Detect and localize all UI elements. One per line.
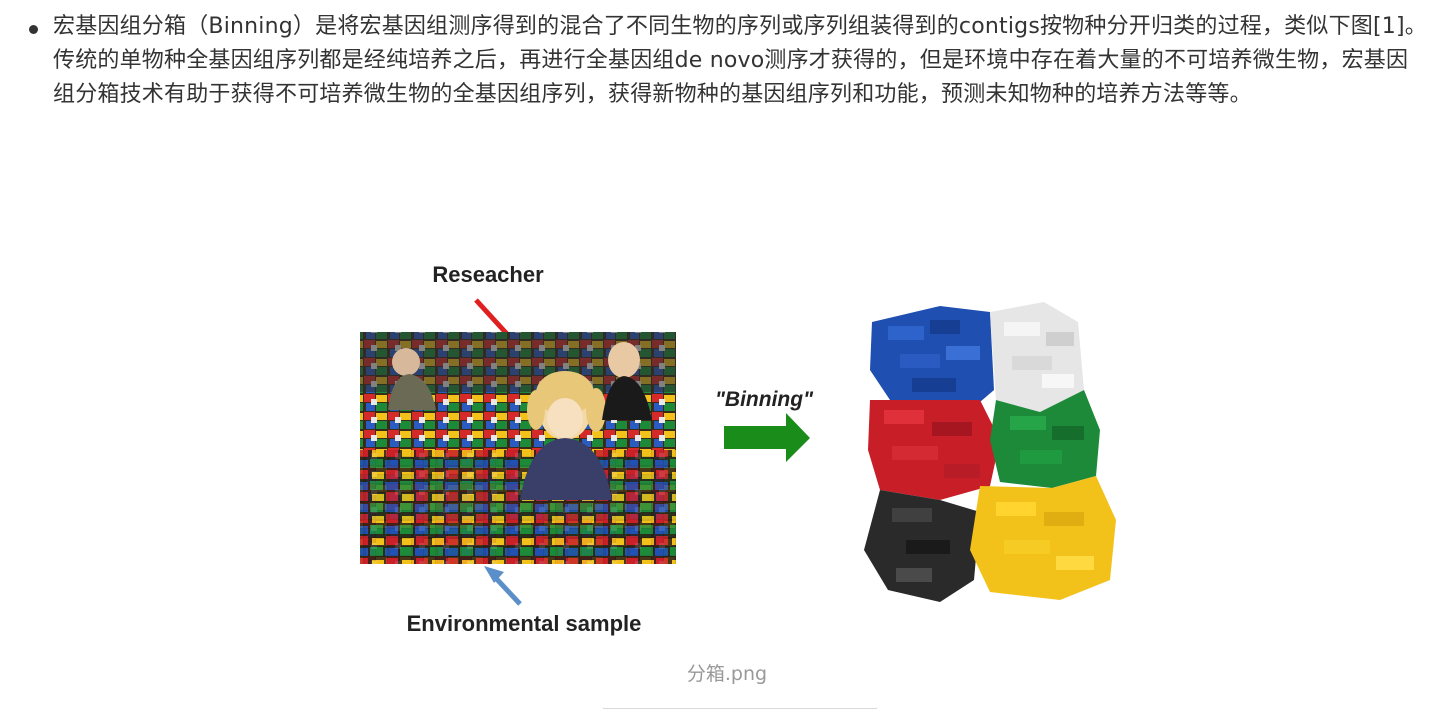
white-brick-cluster [990, 302, 1084, 412]
blue-brick-cluster [870, 306, 994, 402]
environmental-sample-photo [360, 332, 676, 564]
paragraph-text: 宏基因组分箱（Binning）是将宏基因组测序得到的混合了不同生物的序列或序列组… [53, 14, 1427, 107]
bullet-dot-icon [29, 25, 38, 34]
label-binning: "Binning" [715, 388, 814, 411]
green-brick-cluster [990, 390, 1100, 488]
green-arrow-icon [724, 413, 810, 462]
yellow-brick-cluster [970, 476, 1116, 600]
binning-illustration: Reseacher Environmental sample " [360, 262, 1116, 636]
blue-arrowhead-icon [484, 566, 504, 583]
sorted-lego-bins [864, 302, 1116, 602]
caption-divider [603, 708, 877, 709]
label-environmental-sample: Environmental sample [407, 611, 642, 636]
red-brick-cluster [868, 400, 1000, 500]
binning-figure: Reseacher Environmental sample " [340, 250, 1140, 645]
image-caption: 分箱.png [686, 663, 768, 685]
black-brick-cluster [864, 490, 980, 602]
label-researcher: Reseacher [432, 262, 544, 287]
